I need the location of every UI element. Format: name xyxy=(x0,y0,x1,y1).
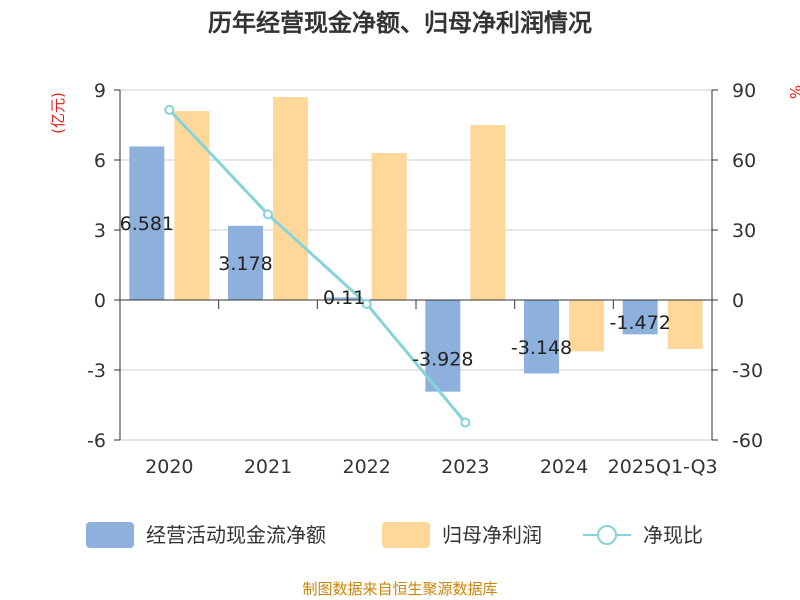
right-tick-label: 90 xyxy=(732,80,756,102)
left-tick-label: 9 xyxy=(94,80,106,102)
right-tick-label: 30 xyxy=(732,220,756,242)
legend-label: 经营活动现金流净额 xyxy=(146,523,326,547)
right-tick-label: 0 xyxy=(732,290,744,312)
cashflow-data-label: -3.148 xyxy=(511,337,572,359)
bars xyxy=(129,97,703,392)
net-profit-bar xyxy=(371,153,407,300)
left-tick-label: 6 xyxy=(94,150,106,172)
legend-marker xyxy=(597,525,617,545)
net-profit-bar xyxy=(470,125,506,300)
left-axis-label: (亿元) xyxy=(49,92,67,134)
legend-label: 净现比 xyxy=(643,523,703,547)
cashflow-bar xyxy=(228,225,263,300)
data-labels: 6.581 3.178 0.11 -3.928 -3.148 -1.472 xyxy=(120,213,671,370)
right-tick-label: -60 xyxy=(732,430,763,452)
ratio-point xyxy=(164,104,175,115)
chart-title: 历年经营现金净额、归母净利润情况 xyxy=(208,9,592,37)
cashflow-bar xyxy=(129,146,165,300)
cashflow-data-label: -3.928 xyxy=(412,349,473,371)
legend-label: 归母净利润 xyxy=(442,523,542,547)
cashflow-data-label: 6.581 xyxy=(120,213,174,235)
cashflow-data-label: 3.178 xyxy=(218,253,272,275)
ratio-line xyxy=(164,104,471,428)
legend-swatch xyxy=(382,522,430,548)
right-tick-label: 60 xyxy=(732,150,756,172)
left-tick-label: -3 xyxy=(87,360,106,382)
net-profit-bar xyxy=(667,300,703,349)
legend: 经营活动现金流净额 归母净利润 净现比 xyxy=(86,522,703,548)
category-label: 2024 xyxy=(540,456,588,478)
right-axis-label: % xyxy=(786,85,800,99)
cashflow-bar xyxy=(622,300,658,335)
left-tick-label: -6 xyxy=(87,430,106,452)
cashflow-data-label: 0.11 xyxy=(323,287,365,309)
ratio-point xyxy=(263,209,273,220)
net-profit-bar xyxy=(273,97,308,300)
cashflow-bar xyxy=(425,300,461,392)
cashflow-bar xyxy=(524,300,559,374)
cashflow-bar xyxy=(326,297,362,300)
category-label: 2022 xyxy=(342,456,390,478)
category-label: 2021 xyxy=(244,456,292,478)
right-tick-label: -30 xyxy=(732,360,763,382)
axes xyxy=(114,89,718,441)
left-tick-label: 3 xyxy=(94,220,106,242)
category-label: 2023 xyxy=(441,456,489,478)
ratio-line-path xyxy=(168,108,467,424)
net-profit-bar xyxy=(174,111,210,300)
net-profit-bar xyxy=(569,300,604,352)
left-tick-label: 0 xyxy=(94,290,106,312)
source-note: 制图数据来自恒生聚源数据库 xyxy=(302,580,497,598)
category-label: 2020 xyxy=(145,456,193,478)
legend-swatch xyxy=(86,522,134,548)
category-label: 2025Q1-Q3 xyxy=(608,456,718,478)
cashflow-data-label: -1.472 xyxy=(610,312,671,334)
ratio-point xyxy=(460,417,471,428)
ratio-point xyxy=(361,298,372,309)
